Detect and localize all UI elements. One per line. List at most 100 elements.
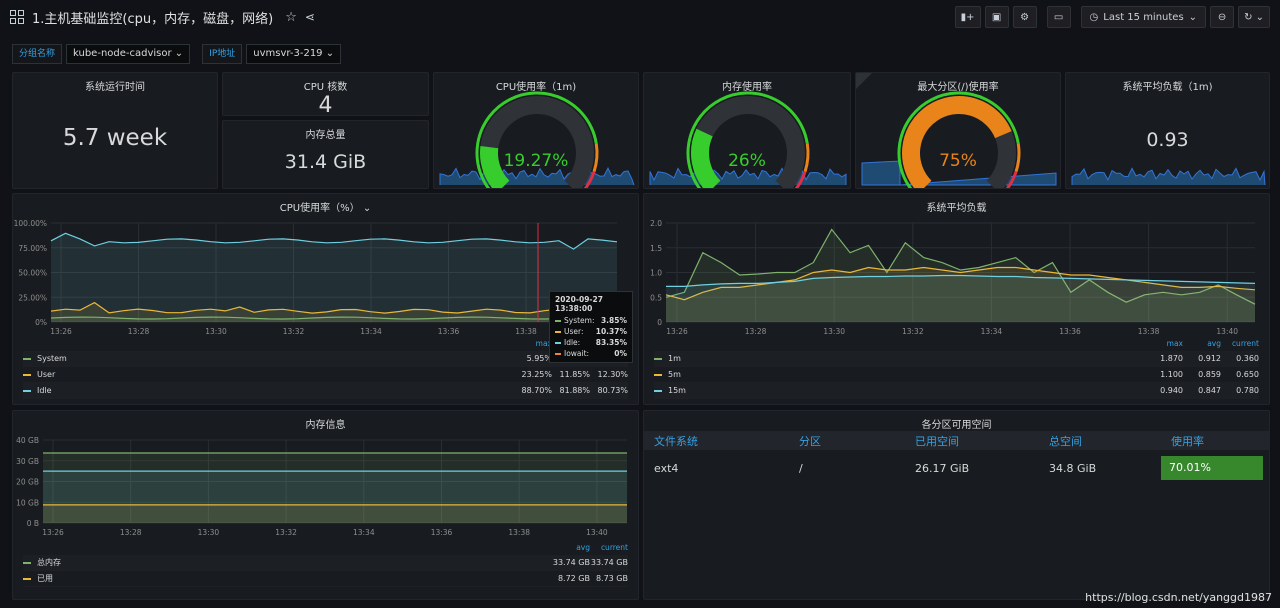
- panel-load1[interactable]: 系统平均负载（1m) 0.93: [1065, 72, 1270, 189]
- x-tick-label: 13:40: [1216, 327, 1238, 336]
- legend-series-name: Idle: [23, 386, 514, 395]
- x-tick-label: 13:30: [823, 327, 845, 336]
- tooltip-time: 2020-09-27 13:38:00: [555, 295, 603, 313]
- time-picker-button[interactable]: ◷ Last 15 minutes ⌄: [1080, 6, 1207, 28]
- cell-fs: ext4: [654, 461, 679, 475]
- y-tick-label: 0.5: [650, 293, 662, 302]
- series-line: [666, 274, 1256, 288]
- legend-value-avg: 33.74 GB: [552, 558, 590, 567]
- x-tick-label: 13:36: [431, 528, 453, 537]
- variable-label-group: 分组名称: [12, 44, 63, 64]
- disk-sparkline-2: [899, 172, 1057, 186]
- legend-row[interactable]: 总内存 33.74 GB 33.74 GB: [23, 555, 628, 571]
- series-area: [43, 504, 627, 523]
- panel-disk-gauge[interactable]: 最大分区(/)使用率 75%: [855, 72, 1061, 189]
- add-panel-button[interactable]: ▮+: [954, 6, 981, 28]
- x-tick-label: 13:36: [438, 327, 460, 336]
- y-tick-label: 75.00%: [18, 244, 47, 253]
- variable-label-ip: IP地址: [202, 44, 243, 64]
- col-header-mount[interactable]: 分区: [789, 431, 905, 450]
- x-tick-label: 13:38: [515, 327, 537, 336]
- refresh-button[interactable]: ↻ ⌄: [1238, 6, 1270, 28]
- variable-select-group[interactable]: kube-node-cadvisor ⌄: [66, 44, 191, 64]
- panel-uptime[interactable]: 系统运行时间 5.7 week: [12, 72, 218, 189]
- mem-chart-legend: avg current 总内存 33.74 GB 33.74 GB 已用 8.72 GB 8…: [23, 543, 628, 587]
- series-line: [50, 316, 618, 320]
- threshold-orange: [1014, 143, 1021, 173]
- y-tick-label: 40 GB: [16, 436, 39, 445]
- series-area: [666, 267, 1255, 322]
- x-tick-label: 13:30: [205, 327, 227, 336]
- x-tick-label: 13:38: [508, 528, 530, 537]
- legend-value-avg: 8.72 GB: [557, 574, 590, 583]
- y-tick-label: 1.5: [650, 244, 662, 253]
- chevron-down-icon: ⌄: [1188, 11, 1198, 23]
- load1-sparkline: [1071, 167, 1266, 186]
- legend-row[interactable]: 15m 0.940 0.847 0.780: [654, 383, 1259, 399]
- panel-mem-chart[interactable]: 内存信息 40 GB 30 GB 20 GB 10 GB 0 B 13:26 13:28 13…: [12, 410, 639, 600]
- col-header-usage[interactable]: 使用率: [1161, 431, 1269, 450]
- top-bar: 1.主机基础监控(cpu，内存，磁盘，网络) ☆ ⋖ ▮+ ▣ ⚙ ▭ ◷ Las…: [0, 0, 1280, 34]
- cell-used: 26.17 GiB: [915, 461, 970, 475]
- legend-row[interactable]: 已用 8.72 GB 8.73 GB: [23, 571, 628, 587]
- legend-value-max: 23.25%: [521, 370, 552, 379]
- x-tick-label: 13:32: [283, 327, 305, 336]
- gauge-value-arc: [480, 146, 510, 188]
- panel-title: CPU使用率（1m): [495, 82, 577, 93]
- dashboards-icon[interactable]: [10, 10, 24, 24]
- tv-mode-button[interactable]: ▭: [1046, 6, 1071, 28]
- series-line: [50, 301, 618, 314]
- star-icon[interactable]: ☆: [285, 9, 297, 25]
- panel-cpu-cores[interactable]: CPU 核数 4: [222, 72, 429, 116]
- panel-cpu-gauge[interactable]: CPU使用率（1m) 19.27%: [433, 72, 639, 189]
- variable-select-ip[interactable]: uvmsvr-3-219 ⌄: [246, 44, 342, 64]
- cpu-chart-tooltip: 2020-09-27 13:38:00 System: 3.85% User: 10.…: [549, 291, 633, 363]
- cpu-gauge-value: 19.27%: [503, 151, 569, 171]
- tooltip-row: Idle: 83.35%: [555, 337, 627, 348]
- x-tick-label: 13:34: [981, 327, 1003, 336]
- panel-title: CPU 核数: [303, 82, 348, 93]
- legend-row[interactable]: 5m 1.100 0.859 0.650: [654, 367, 1259, 383]
- sparkline-line: [1071, 167, 1266, 186]
- panel-title[interactable]: CPU使用率（%） ⌄: [13, 199, 638, 214]
- y-tick-label: 0: [657, 318, 662, 327]
- series-area: [43, 471, 627, 523]
- y-tick-label: 10 GB: [16, 498, 39, 507]
- dashboard-title[interactable]: 1.主机基础监控(cpu，内存，磁盘，网络): [32, 11, 274, 27]
- col-header-used[interactable]: 已用空间: [905, 431, 1039, 450]
- panel-mem-total[interactable]: 内存总量 31.4 GiB: [222, 120, 429, 189]
- settings-button[interactable]: ⚙: [1012, 6, 1037, 28]
- cpu-chart-title: CPU使用率（%）: [279, 203, 360, 214]
- add-panel-icon: ▮+: [960, 11, 975, 23]
- panel-cpu-chart[interactable]: CPU使用率（%） ⌄ 100.00% 75.00% 50.00% 25.00% 0% 1…: [12, 193, 639, 405]
- legend-series-name: 5m: [654, 370, 1145, 379]
- panel-load-chart[interactable]: 系统平均负载 2.0 1.5 1.0 0.5 0 13:26 13:28 13:30 13:32…: [643, 193, 1270, 405]
- legend-row[interactable]: Idle 88.70% 81.88% 80.73%: [23, 383, 628, 399]
- fs-table: 文件系统 分区 已用空间 总空间 使用率 ext4 / 26.17 GiB 34…: [644, 431, 1269, 486]
- cell-total: 34.8 GiB: [1049, 461, 1097, 475]
- legend-row[interactable]: 1m 1.870 0.912 0.360: [654, 351, 1259, 367]
- zoom-out-button[interactable]: ⊖: [1210, 6, 1235, 28]
- load1-value: 0.93: [1146, 129, 1189, 151]
- x-tick-label: 13:28: [745, 327, 767, 336]
- panel-title: 系统平均负载: [926, 203, 987, 214]
- save-button[interactable]: ▣: [984, 6, 1009, 28]
- legend-header-avg: avg: [576, 543, 590, 552]
- legend-value-current: 8.73 GB: [595, 574, 628, 583]
- legend-row[interactable]: User 23.25% 11.85% 12.30%: [23, 367, 628, 383]
- x-tick-label: 13:26: [50, 327, 72, 336]
- series-line: [665, 266, 1256, 301]
- share-icon[interactable]: ⋖: [304, 10, 315, 24]
- x-tick-label: 13:30: [198, 528, 220, 537]
- zoom-out-icon: ⊖: [1217, 11, 1227, 23]
- col-header-fs[interactable]: 文件系统: [644, 431, 789, 450]
- col-header-total[interactable]: 总空间: [1039, 431, 1161, 450]
- info-corner-icon[interactable]: [856, 73, 872, 89]
- legend-value-current: 0.360: [1236, 354, 1259, 363]
- panel-mem-gauge[interactable]: 内存使用率 26%: [643, 72, 851, 189]
- panel-fs-table[interactable]: 各分区可用空间 文件系统 分区 已用空间 总空间 使用率 ext4 / 26.1…: [643, 410, 1270, 600]
- panel-title: 系统运行时间: [85, 82, 145, 93]
- y-tick-label: 2.0: [650, 219, 662, 228]
- legend-rows: System5.95%4.19%4.38%User23.25%11.85%12.…: [23, 351, 628, 399]
